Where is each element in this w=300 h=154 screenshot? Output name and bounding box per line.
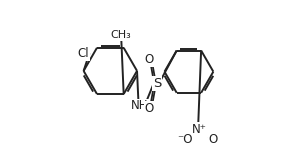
Text: Cl: Cl <box>77 47 89 60</box>
Text: CH₃: CH₃ <box>111 30 131 40</box>
Text: S: S <box>153 77 161 90</box>
Text: O: O <box>209 133 218 146</box>
Text: O: O <box>145 53 154 66</box>
Text: O: O <box>145 102 154 115</box>
Text: N⁺: N⁺ <box>192 123 207 136</box>
Text: ⁻O: ⁻O <box>177 133 193 146</box>
Text: NH: NH <box>131 99 149 112</box>
